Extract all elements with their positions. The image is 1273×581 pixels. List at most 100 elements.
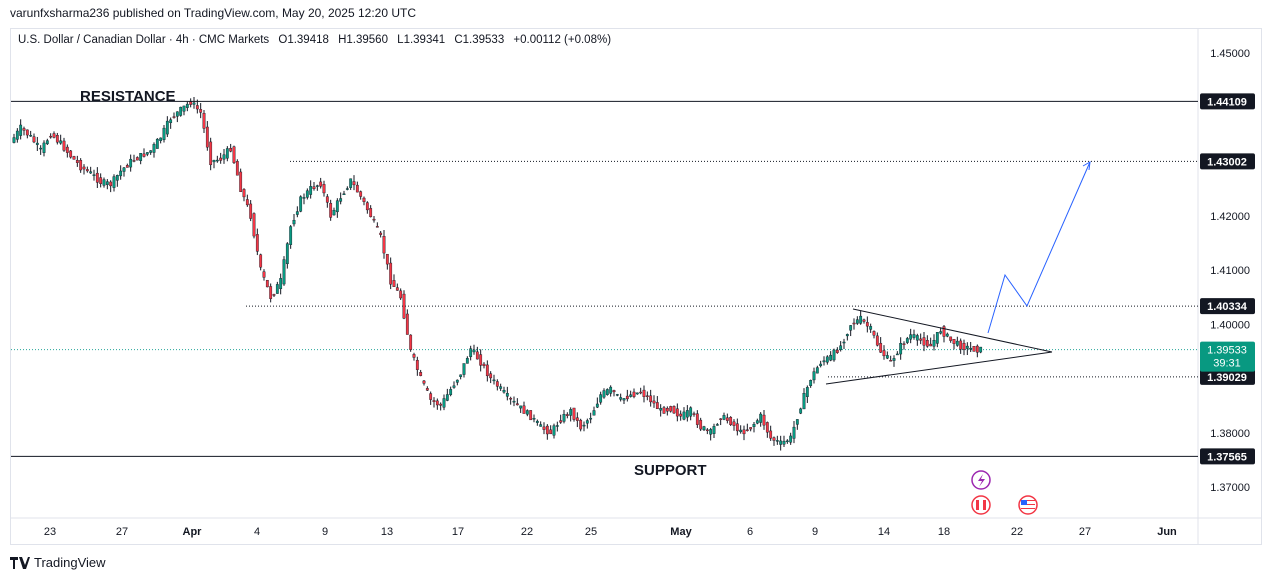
candle-body: [202, 113, 206, 129]
candle-body: [645, 395, 649, 397]
candle-body: [522, 405, 526, 414]
us-flag-stripe: [1021, 502, 1035, 503]
candle-body: [425, 388, 429, 391]
candle-body: [589, 417, 593, 420]
candle-body: [572, 407, 576, 420]
candle-body: [659, 408, 663, 411]
candle-body: [512, 400, 516, 403]
candle-body: [495, 381, 499, 387]
candle-body: [92, 174, 96, 176]
time-tick-label: 27: [1079, 526, 1091, 538]
time-tick-label: 27: [116, 526, 128, 538]
candle-body: [429, 393, 433, 400]
candle-body: [82, 166, 86, 170]
candle-body: [509, 398, 513, 400]
candle-body: [282, 259, 286, 285]
candle-body: [469, 348, 473, 358]
candle-body: [149, 150, 153, 153]
candle-body: [579, 419, 583, 430]
candle-body: [399, 290, 403, 299]
candle-body: [219, 157, 223, 161]
candle-body: [455, 379, 459, 383]
publish-info: varunfxsharma236 published on TradingVie…: [10, 6, 417, 20]
candle-body: [792, 426, 796, 439]
candle-body: [85, 169, 89, 172]
candle-body: [159, 137, 163, 141]
candle-body: [489, 373, 493, 379]
candle-body: [772, 437, 776, 441]
candle-body: [712, 426, 716, 434]
candle-body: [652, 400, 656, 404]
candle-body: [872, 331, 876, 336]
candle-body: [292, 219, 296, 225]
candle-body: [649, 395, 653, 403]
candle-body: [502, 389, 506, 393]
candle-body: [515, 403, 519, 406]
candle-body: [422, 380, 426, 384]
candle-body: [132, 160, 136, 162]
candle-body: [979, 346, 983, 353]
candle-body: [795, 419, 799, 425]
candle-body: [929, 343, 933, 347]
price-tick-label: 1.45000: [1210, 48, 1250, 60]
candle-body: [692, 413, 696, 415]
candle-body: [105, 181, 109, 185]
candle-body: [785, 440, 789, 443]
candle-body: [135, 157, 139, 161]
projection-path[interactable]: [987, 161, 1091, 334]
candle-body: [199, 109, 203, 113]
candle-body: [375, 226, 379, 228]
candle-body: [769, 430, 773, 439]
triangle-upper-line[interactable]: [852, 308, 1053, 353]
candle-body: [845, 334, 849, 337]
candle-body: [225, 148, 229, 159]
tradingview-logo-icon: [10, 556, 30, 569]
candle-body: [352, 181, 356, 186]
candle-body: [612, 390, 616, 393]
candle-body: [65, 146, 69, 153]
candle-body: [165, 120, 169, 135]
level-price-tag: [1200, 368, 1255, 385]
candle-body: [969, 347, 973, 350]
candle-body: [475, 351, 479, 360]
footer: TradingView: [10, 555, 106, 570]
time-tick-label: 14: [878, 526, 890, 538]
candle-body: [822, 360, 826, 363]
candle-body: [142, 153, 146, 157]
price-tick-label: 1.41000: [1210, 265, 1250, 277]
price-tick-label: 1.42000: [1210, 211, 1250, 223]
time-tick-label: 17: [452, 526, 464, 538]
candle-body: [115, 175, 119, 181]
candle-body: [275, 284, 279, 294]
candle-body: [715, 424, 719, 426]
level-price-label: 1.37565: [1207, 451, 1247, 463]
candle-body: [832, 349, 836, 361]
candle-body: [322, 184, 326, 194]
level-price-tag: [1200, 298, 1255, 315]
candle-body: [435, 400, 439, 406]
candle-body: [932, 340, 936, 347]
candle-body: [532, 418, 536, 420]
candle-body: [839, 345, 843, 350]
candle-body: [775, 440, 779, 442]
candle-body: [859, 315, 863, 324]
symbol-name[interactable]: U.S. Dollar / Canadian Dollar · 4h · CMC…: [18, 34, 270, 46]
candle-body: [915, 335, 919, 341]
candle-body: [269, 286, 273, 299]
candle-body: [602, 390, 606, 398]
time-tick-label: 6: [747, 526, 753, 538]
candle-body: [215, 159, 219, 162]
candle-body: [709, 429, 713, 435]
candle-body: [315, 185, 319, 187]
ohlc-open: O1.39418: [278, 34, 329, 46]
candle-body: [569, 409, 573, 416]
candle-body: [69, 150, 73, 158]
triangle-lower-line[interactable]: [825, 351, 1053, 385]
candle-body: [172, 116, 176, 118]
symbol-info: U.S. Dollar / Canadian Dollar · 4h · CMC…: [18, 34, 617, 46]
candle-body: [39, 147, 43, 150]
us-flag-stripe: [1021, 504, 1035, 505]
candle-body: [112, 176, 116, 188]
level-price-label: 1.43002: [1207, 156, 1247, 168]
